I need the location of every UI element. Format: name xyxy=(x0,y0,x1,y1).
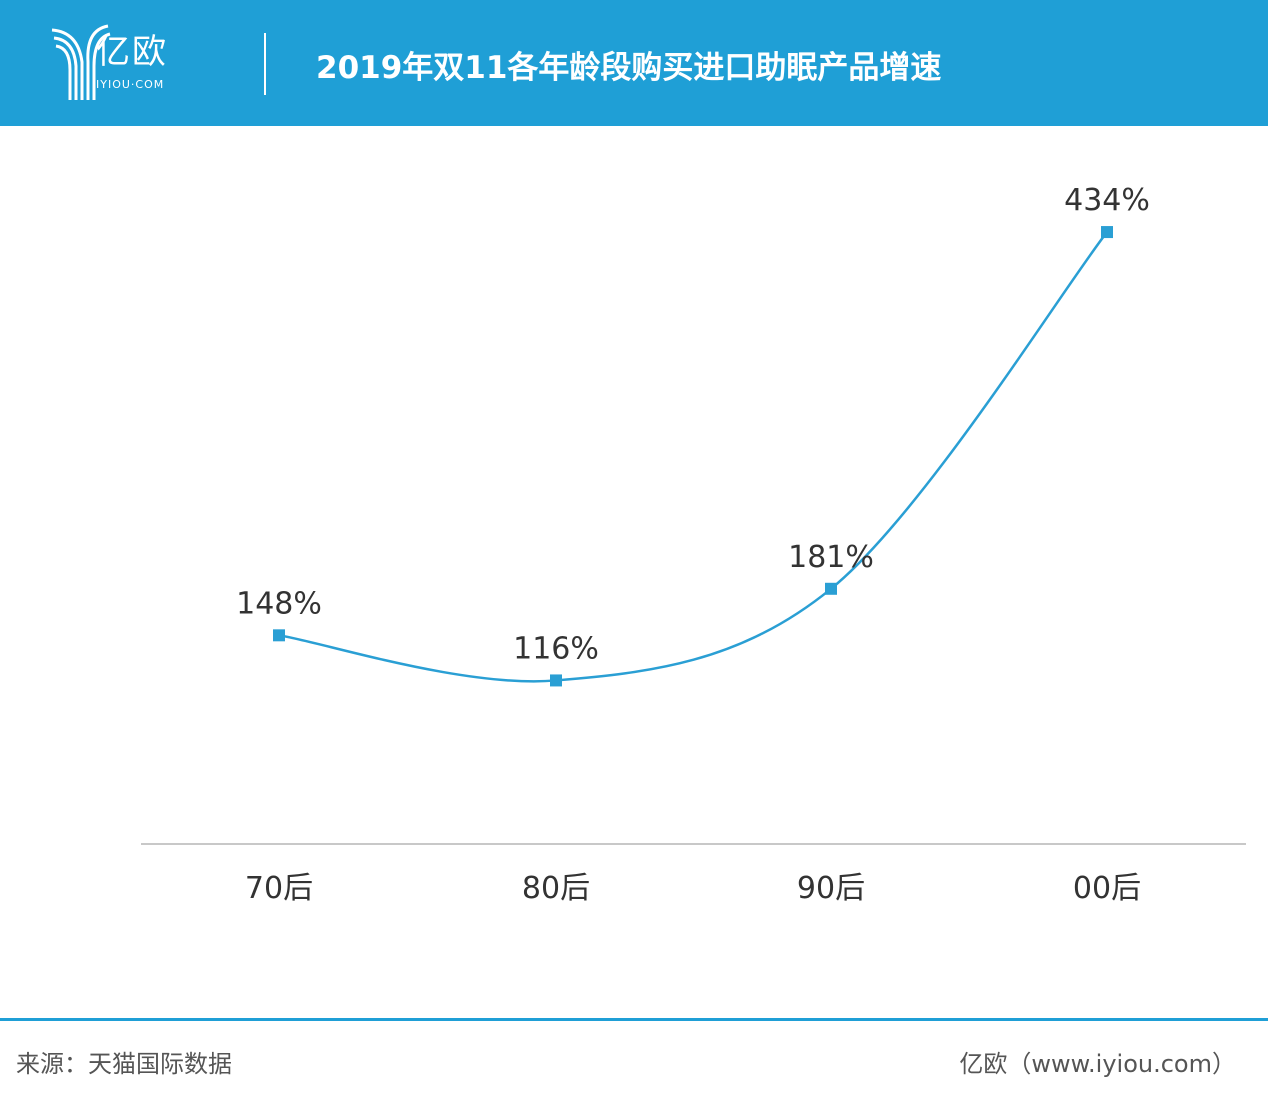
data-point-marker xyxy=(273,629,285,642)
x-tick-label: 80后 xyxy=(522,871,590,906)
credit-text: 亿欧（www.iyiou.com） xyxy=(959,1050,1236,1078)
source-text: 来源：天猫国际数据 xyxy=(16,1050,232,1078)
data-label: 434% xyxy=(1064,183,1150,218)
x-tick-label: 00后 xyxy=(1073,871,1141,906)
x-tick-label: 70后 xyxy=(245,871,313,906)
logo-text: 亿欧 xyxy=(96,32,168,72)
header: 亿欧 IYIOU·COM 2019年双11各年龄段购买进口助眠产品增速 xyxy=(0,0,1268,126)
data-point-marker xyxy=(825,582,837,595)
data-label: 116% xyxy=(513,631,599,666)
footer-divider xyxy=(0,1018,1268,1021)
data-point-marker xyxy=(1101,226,1113,239)
data-label: 181% xyxy=(788,540,874,575)
logo-icon xyxy=(51,24,111,100)
series-line xyxy=(278,231,1108,683)
chart-title: 2019年双11各年龄段购买进口助眠产品增速 xyxy=(316,50,942,86)
data-label: 148% xyxy=(236,586,322,621)
line-chart: 148% 70后 116% 80后 181% 90后 434% 00后 xyxy=(141,183,1246,906)
data-point-marker xyxy=(550,674,562,687)
x-tick-label: 90后 xyxy=(797,871,865,906)
header-divider xyxy=(264,33,266,95)
logo-subtext: IYIOU·COM xyxy=(96,78,165,91)
